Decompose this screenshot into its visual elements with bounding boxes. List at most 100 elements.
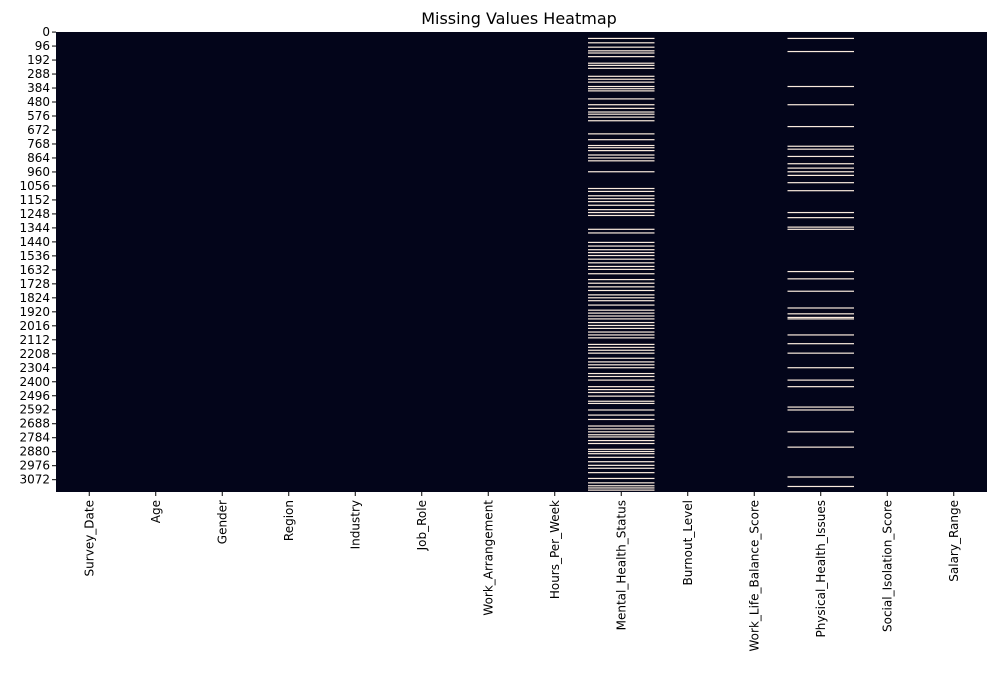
missing-cell-mental-health-status xyxy=(588,258,655,260)
missing-cell-physical-health-issues xyxy=(787,211,854,214)
missing-cell-physical-health-issues xyxy=(787,343,854,345)
missing-cell-mental-health-status xyxy=(588,133,655,135)
missing-cell-mental-health-status xyxy=(588,409,655,411)
y-tick-label: 192 xyxy=(27,53,50,67)
missing-cell-mental-health-status xyxy=(588,386,655,388)
missing-cell-mental-health-status xyxy=(588,297,655,299)
missing-cell-physical-health-issues xyxy=(787,278,854,280)
missing-cell-mental-health-status xyxy=(588,252,655,254)
missing-cell-mental-health-status xyxy=(588,375,655,378)
y-tick-label: 480 xyxy=(27,95,50,109)
y-tick-label: 2880 xyxy=(19,445,50,459)
missing-cell-mental-health-status xyxy=(588,88,655,90)
y-tick-label: 1056 xyxy=(19,179,50,193)
missing-cell-mental-health-status xyxy=(588,425,655,427)
y-tick-label: 768 xyxy=(27,137,50,151)
missing-cell-mental-health-status xyxy=(588,442,655,445)
missing-cell-physical-health-issues xyxy=(787,307,854,309)
missing-cell-mental-health-status xyxy=(588,436,655,438)
missing-cell-physical-health-issues xyxy=(787,226,854,228)
missing-cell-physical-health-issues xyxy=(787,409,854,411)
y-tick-label: 960 xyxy=(27,165,50,179)
y-tick-label: 1344 xyxy=(19,221,50,235)
missing-cell-physical-health-issues xyxy=(787,148,854,150)
y-tick-label: 1440 xyxy=(19,235,50,249)
missing-cell-mental-health-status xyxy=(588,42,655,44)
missing-cell-mental-health-status xyxy=(588,349,655,351)
missing-cell-physical-health-issues xyxy=(787,290,854,292)
x-tick-label-age: Age xyxy=(149,500,163,523)
y-tick-label: 2784 xyxy=(19,431,50,445)
y-tick-label: 2112 xyxy=(19,333,50,347)
missing-cell-physical-health-issues xyxy=(787,104,854,106)
x-tick-label-industry: Industry xyxy=(348,500,362,549)
missing-cell-mental-health-status xyxy=(588,262,655,264)
missing-cell-mental-health-status xyxy=(588,304,655,306)
missing-cell-mental-health-status xyxy=(588,402,655,405)
missing-cell-mental-health-status xyxy=(588,357,655,359)
missing-cell-mental-health-status xyxy=(588,453,655,455)
missing-cell-mental-health-status xyxy=(588,343,655,346)
y-tick-label: 2496 xyxy=(19,389,50,403)
x-tick-label-social-isolation-score: Social_Isolation_Score xyxy=(880,500,894,632)
missing-cell-mental-health-status xyxy=(588,113,655,115)
y-tick-label: 864 xyxy=(27,151,50,165)
missing-cell-physical-health-issues xyxy=(787,182,854,184)
missing-cell-physical-health-issues xyxy=(787,318,854,320)
missing-cell-mental-health-status xyxy=(588,391,655,394)
missing-cell-mental-health-status xyxy=(588,395,655,397)
missing-cell-physical-health-issues xyxy=(787,190,854,192)
y-axis: 0961922883844805766727688649601056115212… xyxy=(19,25,56,487)
missing-cell-mental-health-status xyxy=(588,171,655,173)
missing-cell-mental-health-status xyxy=(588,400,655,402)
missing-cell-physical-health-issues xyxy=(787,50,854,53)
x-tick-label-hours-per-week: Hours_Per_Week xyxy=(548,500,562,599)
missing-cell-mental-health-status xyxy=(588,245,655,247)
x-tick-label-survey-date: Survey_Date xyxy=(82,500,96,576)
missing-cell-physical-health-issues xyxy=(787,446,854,448)
missing-cell-mental-health-status xyxy=(588,334,655,336)
missing-cell-mental-health-status xyxy=(588,364,655,366)
missing-cell-mental-health-status xyxy=(588,467,655,469)
missing-cell-mental-health-status xyxy=(588,85,655,88)
missing-cell-mental-health-status xyxy=(588,254,655,257)
missing-cell-mental-health-status xyxy=(588,482,655,484)
y-tick-label: 576 xyxy=(27,109,50,123)
missing-cell-physical-health-issues xyxy=(787,174,854,176)
missing-cell-mental-health-status xyxy=(588,214,655,217)
x-tick-label-burnout-level: Burnout_Level xyxy=(681,500,695,586)
missing-cell-mental-health-status xyxy=(588,388,655,391)
missing-cell-mental-health-status xyxy=(588,147,655,149)
y-tick-label: 2304 xyxy=(19,361,50,375)
missing-cell-physical-health-issues xyxy=(787,217,854,219)
missing-cell-mental-health-status xyxy=(588,327,655,329)
missing-cell-physical-health-issues xyxy=(787,125,854,128)
missing-cell-mental-health-status xyxy=(588,321,655,324)
missing-cell-mental-health-status xyxy=(588,361,655,363)
missing-cell-mental-health-status xyxy=(588,337,655,339)
missing-cell-mental-health-status xyxy=(588,434,655,436)
missing-cell-mental-health-status xyxy=(588,372,655,375)
y-tick-label: 2016 xyxy=(19,319,50,333)
y-tick-label: 2592 xyxy=(19,403,50,417)
missing-cell-mental-health-status xyxy=(588,265,655,268)
missing-cell-physical-health-issues xyxy=(787,352,854,354)
missing-cell-mental-health-status xyxy=(588,157,655,159)
missing-cell-mental-health-status xyxy=(588,37,655,40)
missing-cell-mental-health-status xyxy=(588,116,655,118)
x-tick-label-salary-range: Salary_Range xyxy=(947,500,961,582)
y-tick-label: 2208 xyxy=(19,347,50,361)
x-tick-label-region: Region xyxy=(282,500,296,541)
missing-cell-mental-health-status xyxy=(588,414,655,416)
y-tick-label: 1152 xyxy=(19,193,50,207)
missing-cell-mental-health-status xyxy=(588,464,655,466)
y-tick-label: 1248 xyxy=(19,207,50,221)
missing-cell-mental-health-status xyxy=(588,107,655,109)
x-tick-label-job-role: Job_Role xyxy=(415,500,429,551)
missing-cell-mental-health-status xyxy=(588,289,655,292)
y-tick-label: 2688 xyxy=(19,417,50,431)
missing-cell-mental-health-status xyxy=(588,46,655,48)
missing-cell-mental-health-status xyxy=(588,294,655,296)
missing-cell-mental-health-status xyxy=(588,52,655,54)
